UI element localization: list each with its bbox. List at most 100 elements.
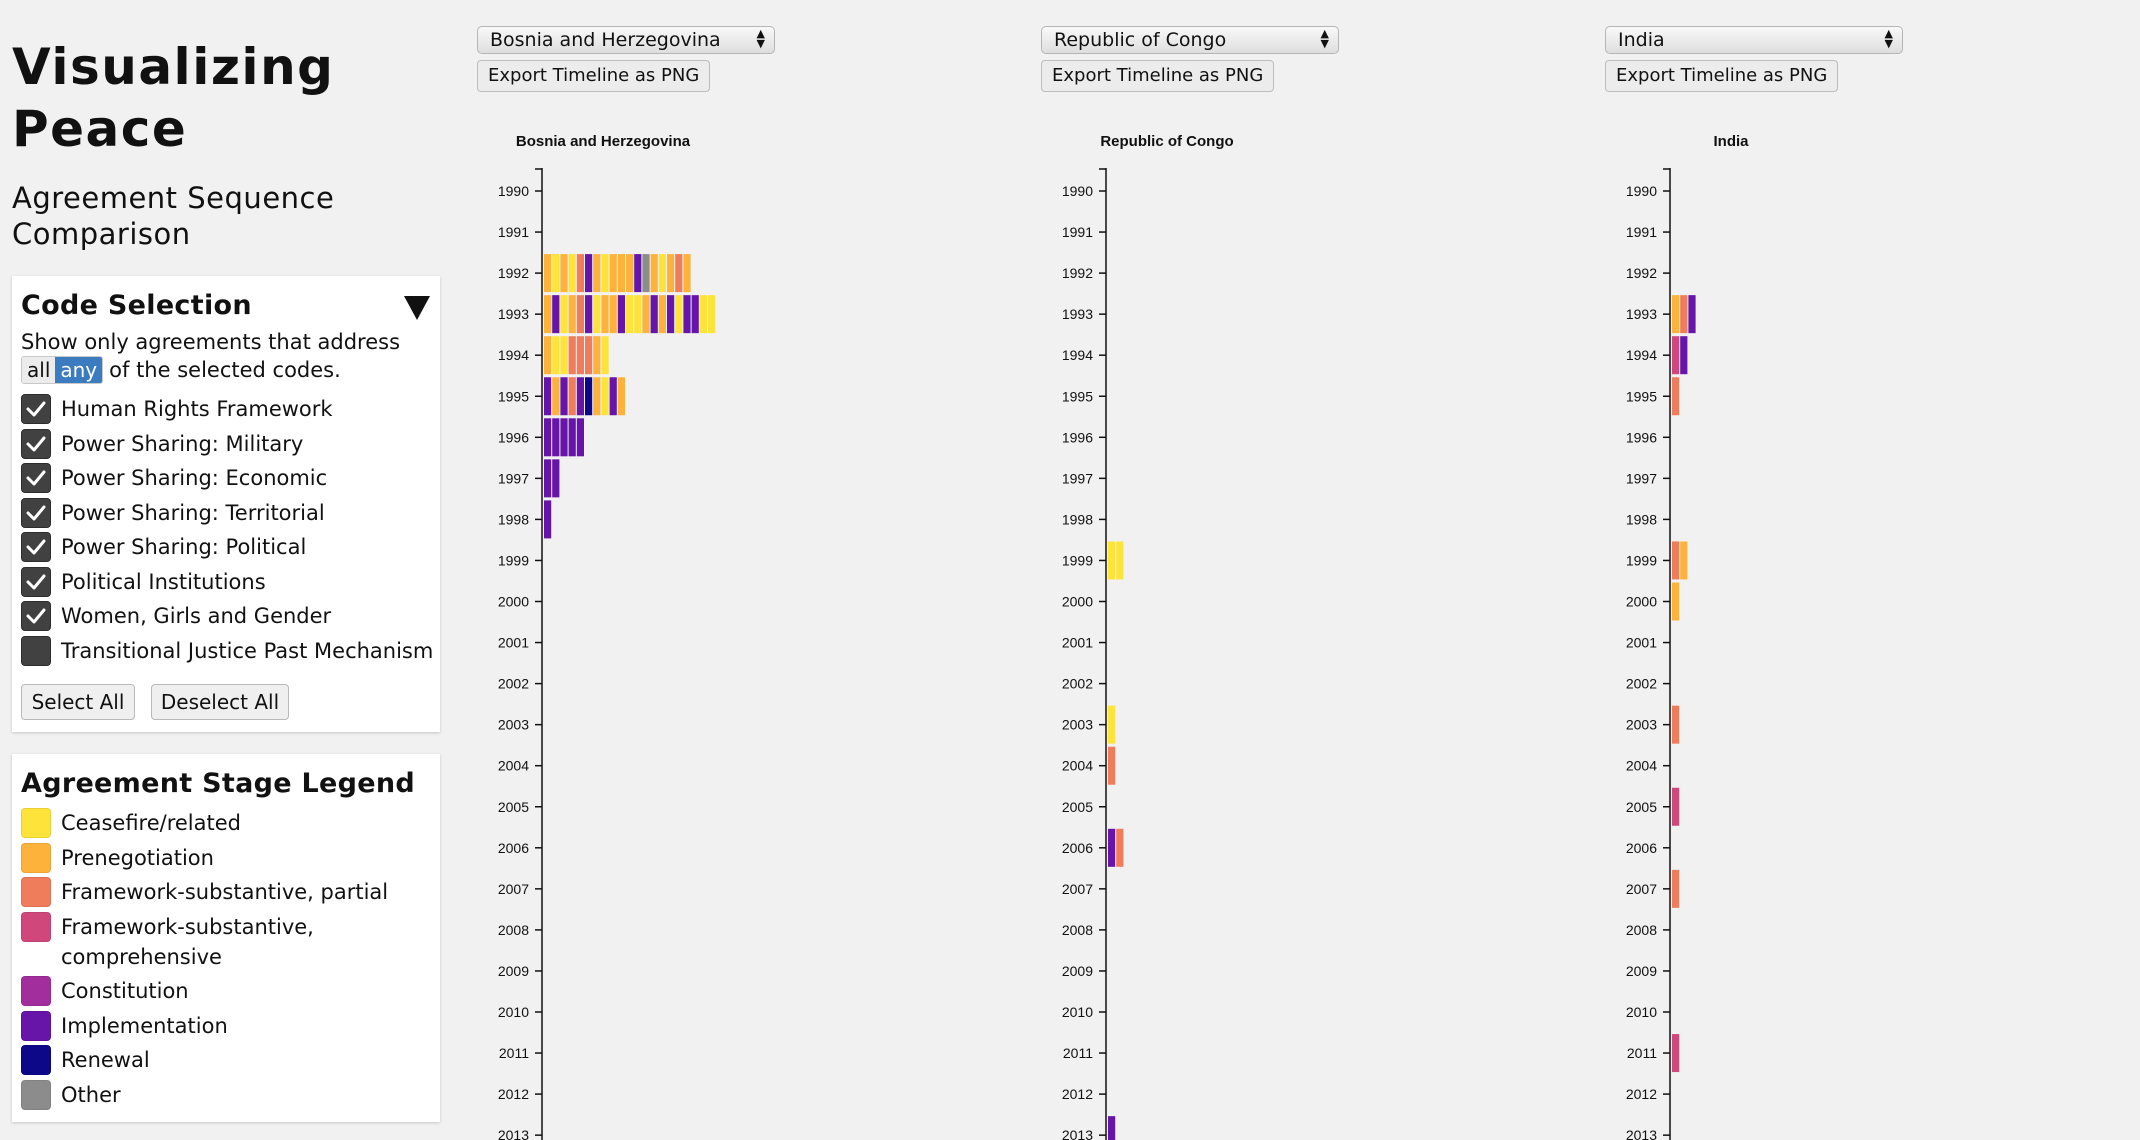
code-checkbox[interactable] — [21, 394, 51, 425]
code-checkbox[interactable] — [21, 497, 51, 528]
agreement-bar[interactable] — [593, 377, 601, 416]
collapse-caret-icon[interactable] — [404, 296, 430, 320]
mode-all-option[interactable]: all — [22, 357, 56, 383]
code-option[interactable]: Power Sharing: Political — [21, 530, 433, 565]
agreement-bar[interactable] — [1672, 541, 1680, 580]
country-select[interactable]: Bosnia and Herzegovina ▲ ▼ — [477, 26, 775, 54]
code-checkbox[interactable] — [21, 601, 51, 632]
agreement-bar[interactable] — [658, 254, 666, 293]
deselect-all-button[interactable]: Deselect All — [151, 684, 289, 720]
agreement-bar[interactable] — [560, 295, 568, 334]
agreement-bar[interactable] — [708, 295, 716, 334]
agreement-bar[interactable] — [691, 295, 699, 334]
code-checkbox[interactable] — [21, 532, 51, 563]
code-checkbox[interactable] — [21, 566, 51, 597]
agreement-bar[interactable] — [560, 336, 568, 375]
agreement-bar[interactable] — [593, 254, 601, 293]
agreement-bar[interactable] — [544, 295, 552, 334]
code-checkbox[interactable] — [21, 635, 51, 666]
code-option[interactable]: Power Sharing: Territorial — [21, 496, 433, 531]
export-png-button[interactable]: Export Timeline as PNG — [1041, 60, 1275, 92]
country-select[interactable]: India ▲ ▼ — [1605, 26, 1903, 54]
agreement-bar[interactable] — [1672, 295, 1680, 334]
agreement-bar[interactable] — [552, 295, 560, 334]
agreement-bar[interactable] — [568, 336, 576, 375]
agreement-bar[interactable] — [601, 254, 609, 293]
agreement-bar[interactable] — [601, 295, 609, 334]
agreement-bar[interactable] — [544, 459, 552, 498]
agreement-bar[interactable] — [585, 336, 593, 375]
agreement-bar[interactable] — [1108, 746, 1116, 785]
code-option[interactable]: Political Institutions — [21, 565, 433, 600]
agreement-bar[interactable] — [617, 295, 625, 334]
agreement-bar[interactable] — [642, 295, 650, 334]
agreement-bar[interactable] — [601, 336, 609, 375]
agreement-bar[interactable] — [568, 418, 576, 457]
agreement-bar[interactable] — [617, 377, 625, 416]
country-select[interactable]: Republic of Congo ▲ ▼ — [1041, 26, 1339, 54]
agreement-bar[interactable] — [642, 254, 650, 293]
agreement-bar[interactable] — [1672, 377, 1680, 416]
agreement-bar[interactable] — [667, 295, 675, 334]
agreement-bar[interactable] — [1672, 787, 1680, 826]
code-option[interactable]: Transitional Justice Past Mechanism — [21, 634, 433, 669]
code-checkbox[interactable] — [21, 463, 51, 494]
agreement-bar[interactable] — [593, 295, 601, 334]
agreement-bar[interactable] — [544, 500, 552, 539]
agreement-bar[interactable] — [576, 418, 584, 457]
agreement-bar[interactable] — [1672, 336, 1680, 375]
code-option[interactable]: Power Sharing: Military — [21, 427, 433, 462]
agreement-bar[interactable] — [560, 418, 568, 457]
agreement-bar[interactable] — [617, 254, 625, 293]
agreement-bar[interactable] — [675, 295, 683, 334]
agreement-bar[interactable] — [675, 254, 683, 293]
agreement-bar[interactable] — [658, 295, 666, 334]
agreement-bar[interactable] — [552, 377, 560, 416]
agreement-bar[interactable] — [576, 377, 584, 416]
agreement-bar[interactable] — [576, 295, 584, 334]
agreement-bar[interactable] — [1688, 295, 1696, 334]
agreement-bar[interactable] — [552, 254, 560, 293]
agreement-bar[interactable] — [552, 459, 560, 498]
agreement-bar[interactable] — [650, 295, 658, 334]
agreement-bar[interactable] — [593, 336, 601, 375]
agreement-bar[interactable] — [1116, 828, 1124, 867]
agreement-bar[interactable] — [650, 254, 658, 293]
agreement-bar[interactable] — [1672, 869, 1680, 908]
code-option[interactable]: Human Rights Framework — [21, 392, 433, 427]
agreement-bar[interactable] — [585, 254, 593, 293]
agreement-bar[interactable] — [1108, 1116, 1116, 1140]
export-png-button[interactable]: Export Timeline as PNG — [1605, 60, 1839, 92]
agreement-bar[interactable] — [1680, 336, 1688, 375]
code-option[interactable]: Women, Girls and Gender — [21, 599, 433, 634]
agreement-bar[interactable] — [552, 418, 560, 457]
agreement-bar[interactable] — [609, 254, 617, 293]
agreement-bar[interactable] — [568, 377, 576, 416]
code-checkbox[interactable] — [21, 428, 51, 459]
agreement-bar[interactable] — [1108, 541, 1116, 580]
agreement-bar[interactable] — [576, 336, 584, 375]
agreement-bar[interactable] — [609, 295, 617, 334]
agreement-bar[interactable] — [699, 295, 707, 334]
agreement-bar[interactable] — [544, 418, 552, 457]
agreement-bar[interactable] — [1108, 828, 1116, 867]
agreement-bar[interactable] — [552, 336, 560, 375]
agreement-bar[interactable] — [585, 377, 593, 416]
agreement-bar[interactable] — [576, 254, 584, 293]
agreement-bar[interactable] — [634, 254, 642, 293]
agreement-bar[interactable] — [683, 295, 691, 334]
agreement-bar[interactable] — [601, 377, 609, 416]
agreement-bar[interactable] — [667, 254, 675, 293]
agreement-bar[interactable] — [560, 254, 568, 293]
agreement-bar[interactable] — [1108, 705, 1116, 744]
agreement-bar[interactable] — [1672, 1034, 1680, 1073]
agreement-bar[interactable] — [683, 254, 691, 293]
code-option[interactable]: Power Sharing: Economic — [21, 461, 433, 496]
agreement-bar[interactable] — [544, 336, 552, 375]
agreement-bar[interactable] — [544, 377, 552, 416]
agreement-bar[interactable] — [585, 295, 593, 334]
export-png-button[interactable]: Export Timeline as PNG — [477, 60, 711, 92]
agreement-bar[interactable] — [609, 377, 617, 416]
agreement-bar[interactable] — [634, 295, 642, 334]
agreement-bar[interactable] — [1680, 541, 1688, 580]
